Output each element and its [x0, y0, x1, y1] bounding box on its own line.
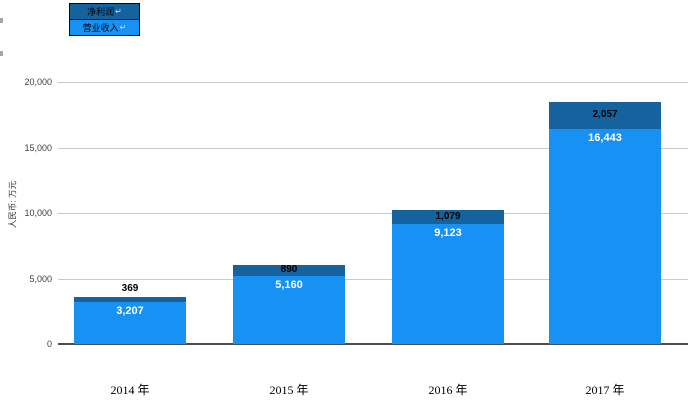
x-category-label-2015: 2015 年 [269, 383, 309, 397]
legend-item-revenue: 营业收入 ↵ [70, 19, 139, 35]
paragraph-return-icon: ↵ [119, 23, 127, 32]
y-gridline [58, 147, 688, 149]
bar-net-profit-2014 [74, 297, 186, 302]
bar-net-profit-2016 [392, 210, 504, 225]
bar-value-net-profit-2015: 890 [280, 264, 298, 276]
legend-label: 营业收入 [82, 23, 119, 33]
x-category-label-2017: 2017 年 [585, 383, 625, 397]
edge-artifact [0, 18, 3, 23]
x-category-label-2016: 2016 年 [428, 383, 468, 397]
paragraph-return-icon: ↵ [115, 7, 122, 16]
y-tick-label: 10,000 [24, 208, 52, 218]
y-tick-label: 20,000 [24, 77, 52, 87]
bar-value-revenue-2015: 5,160 [275, 279, 303, 292]
legend-item-net-profit: 净利润 ↵ [70, 4, 139, 19]
chart-legend: 净利润 ↵ 营业收入 ↵ [69, 3, 140, 36]
bar-value-net-profit-2017: 2,057 [592, 108, 618, 120]
y-axis-title: 人民币: 万元 [7, 180, 18, 229]
y-gridline [58, 82, 688, 83]
bar-value-net-profit-2016: 1,079 [435, 210, 461, 222]
bar-value-net-profit-2014: 369 [121, 283, 139, 295]
bar-revenue-2014 [74, 301, 186, 344]
bar-net-profit-2017 [549, 101, 661, 129]
bar-revenue-2015 [233, 276, 345, 344]
bar-value-revenue-2016: 9,123 [434, 227, 462, 240]
edge-artifact [0, 51, 3, 56]
y-gridline [58, 213, 688, 214]
bar-net-profit-2015 [233, 264, 345, 277]
y-tick-label: 15,000 [24, 142, 52, 153]
y-gridline [58, 278, 688, 280]
bar-value-revenue-2017: 16,443 [588, 131, 622, 144]
x-axis-line [58, 343, 688, 345]
legend-label: 净利润 [87, 7, 115, 17]
y-tick-label: 5,000 [29, 273, 52, 284]
y-tick-label: 0 [46, 339, 52, 349]
bar-revenue-2016 [392, 224, 504, 344]
bar-value-revenue-2014: 3,207 [116, 304, 144, 317]
x-category-label-2014: 2014 年 [110, 383, 150, 397]
bar-revenue-2017 [549, 128, 661, 344]
